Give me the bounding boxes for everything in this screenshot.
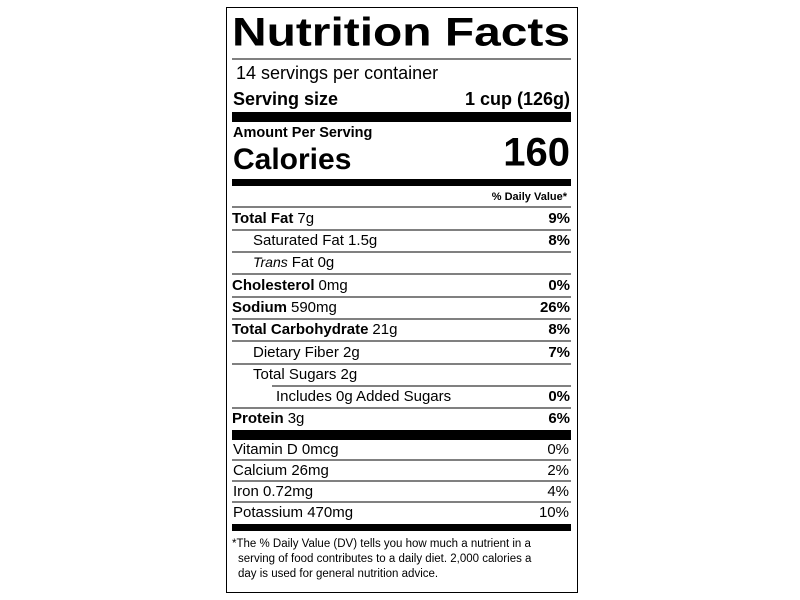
nutrient-name: Total Fat bbox=[232, 210, 293, 227]
nutrient: Trans Fat 0g bbox=[253, 254, 334, 271]
nutrient: Cholesterol 0mg bbox=[232, 277, 348, 294]
daily-value: 7% bbox=[548, 344, 570, 361]
nutrient: Total Fat 7g bbox=[232, 210, 314, 227]
nutrient-name: Protein bbox=[232, 410, 284, 427]
footnote: *The % Daily Value (DV) tells you how mu… bbox=[232, 538, 532, 580]
footnote-line: *The % Daily Value (DV) tells you how mu… bbox=[232, 538, 532, 550]
thick-bar bbox=[232, 524, 571, 531]
nutrient-amount: 590mg bbox=[291, 299, 337, 316]
thick-bar bbox=[232, 112, 571, 122]
nutrient: Protein 3g bbox=[232, 410, 304, 427]
servings: 14 servings per container bbox=[236, 63, 438, 83]
nutrient-amount: 7g bbox=[297, 210, 314, 227]
nutrient-amount: Fat 0g bbox=[292, 254, 335, 271]
amount-heading: Amount Per Serving bbox=[233, 125, 372, 141]
daily-value: 0% bbox=[547, 441, 569, 458]
daily-value: 8% bbox=[548, 232, 570, 249]
nutrient: Includes 0g Added Sugars bbox=[276, 388, 451, 405]
daily-value: 9% bbox=[548, 210, 570, 227]
vitamin: Vitamin D 0mcg bbox=[233, 441, 339, 458]
serving-size-label: Serving size bbox=[233, 89, 338, 109]
nutrient: Sodium 590mg bbox=[232, 299, 337, 316]
daily-value: 26% bbox=[540, 299, 570, 316]
vitamin: Iron 0.72mg bbox=[233, 483, 313, 500]
nutrient-name: Cholesterol bbox=[232, 277, 315, 294]
dv-heading: % Daily Value* bbox=[492, 191, 568, 203]
nutrient-amount: 21g bbox=[372, 321, 397, 338]
label-border bbox=[226, 7, 578, 593]
nutrient: Total Sugars 2g bbox=[253, 366, 357, 383]
nutrient: Total Carbohydrate 21g bbox=[232, 321, 397, 338]
nutrient: Dietary Fiber 2g bbox=[253, 344, 360, 361]
calories-value: 160 bbox=[503, 131, 570, 175]
row-dividers bbox=[232, 229, 571, 409]
daily-value: 0% bbox=[548, 277, 570, 294]
nutrient-name: Trans bbox=[253, 254, 288, 270]
thick-bar bbox=[232, 430, 571, 440]
title: Nutrition Facts bbox=[232, 11, 570, 55]
calories-label: Calories bbox=[233, 143, 351, 176]
nutrient-name: Total Carbohydrate bbox=[232, 321, 368, 338]
serving-size: 1 cup (126g) bbox=[465, 89, 570, 109]
thick-bar bbox=[232, 179, 571, 186]
daily-value: 0% bbox=[548, 388, 570, 405]
nutrient-amount: 0mg bbox=[319, 277, 348, 294]
daily-value: 4% bbox=[547, 483, 569, 500]
nutrient-amount: 3g bbox=[288, 410, 305, 427]
footnote-line: day is used for general nutrition advice… bbox=[238, 568, 438, 580]
vitamin-rows: Vitamin D 0mcg 0% Calcium 26mg 2% Iron 0… bbox=[232, 441, 571, 521]
nutrient-name: Sodium bbox=[232, 299, 287, 316]
vitamin: Potassium 470mg bbox=[233, 504, 353, 521]
daily-value: 2% bbox=[547, 462, 569, 479]
footnote-line: serving of food contributes to a daily d… bbox=[238, 553, 532, 565]
nutrient: Saturated Fat 1.5g bbox=[253, 232, 377, 249]
nutrient-rows: Total Fat 7g 9% Saturated Fat 1.5g 8% Tra… bbox=[232, 210, 570, 427]
daily-value: 8% bbox=[548, 321, 570, 338]
daily-value: 10% bbox=[539, 504, 569, 521]
daily-value: 6% bbox=[548, 410, 570, 427]
vitamin: Calcium 26mg bbox=[233, 462, 329, 479]
